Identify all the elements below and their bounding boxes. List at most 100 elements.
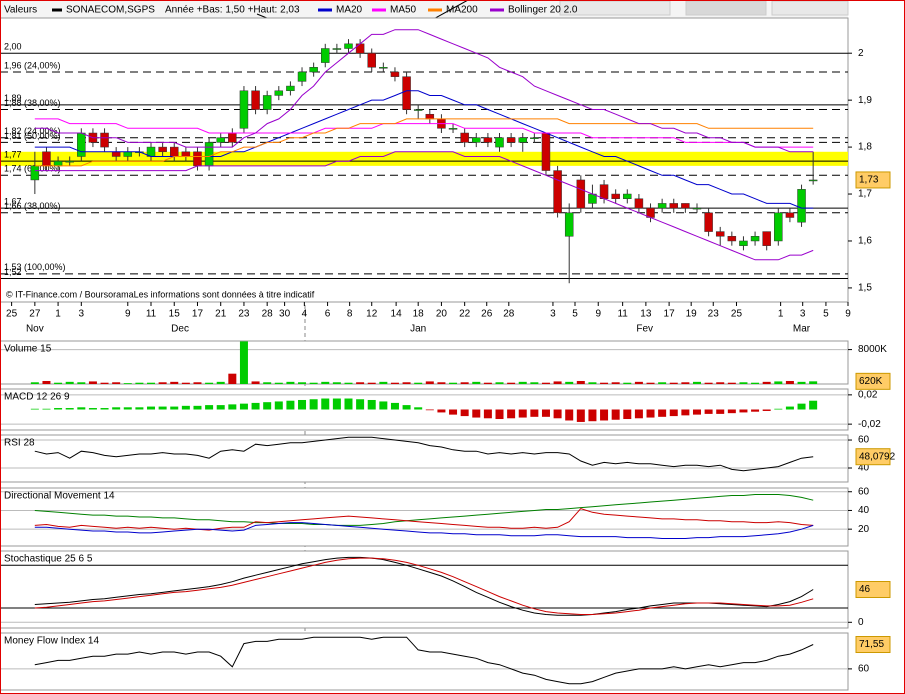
bollinger-lower (34, 151, 814, 261)
bar (739, 382, 748, 384)
bar (274, 401, 283, 410)
month-label: Nov (26, 324, 44, 335)
candle-body (611, 193, 620, 199)
x-tick-label: 5 (572, 309, 578, 320)
bar (30, 408, 39, 410)
bar (309, 382, 318, 384)
last-value-label: 48,0792 (859, 451, 896, 462)
x-tick-label: 3 (800, 309, 806, 320)
candle-body (367, 52, 376, 68)
bar (623, 409, 632, 420)
last-value-label: 1,73 (859, 175, 879, 186)
candle-body (239, 90, 249, 129)
bar (65, 381, 74, 384)
bollinger-upper (34, 29, 814, 153)
y-tick-label: 20 (858, 524, 870, 535)
bar (170, 381, 179, 384)
bar (54, 382, 63, 384)
bar (298, 399, 307, 410)
bar (518, 409, 527, 418)
toolbar-button[interactable] (685, 0, 767, 16)
bar (692, 381, 701, 384)
candle-body (681, 203, 690, 209)
bar (565, 409, 574, 421)
legend-label: Valeurs (4, 5, 37, 16)
candle-body (169, 146, 179, 157)
level-label: 1,89 (4, 93, 22, 103)
bar (402, 405, 411, 410)
bar (751, 382, 760, 384)
bar (460, 409, 469, 417)
bar (785, 406, 794, 410)
bar (321, 381, 330, 384)
candle-body (286, 85, 295, 92)
candle-body (355, 43, 365, 54)
month-label: Mar (793, 324, 811, 335)
x-tick-label: 20 (436, 309, 448, 320)
bar (762, 409, 771, 411)
bar (147, 406, 156, 410)
bar (809, 400, 818, 410)
bar (30, 382, 39, 384)
bar (762, 381, 771, 384)
bar (553, 409, 562, 419)
bar (681, 409, 690, 416)
source-note: © IT-Finance.com / BoursoramaLes informa… (6, 289, 315, 299)
x-tick-label: 5 (823, 309, 829, 320)
bar (263, 402, 272, 410)
bar (379, 381, 388, 384)
indicator-line (34, 494, 814, 526)
toolbar-button[interactable] (771, 0, 849, 16)
bar (88, 408, 97, 410)
legend-item: MA200 (446, 5, 478, 16)
x-tick-label: 26 (481, 309, 493, 320)
bar (356, 399, 365, 410)
bar (669, 409, 678, 417)
bar (483, 409, 492, 419)
bar (158, 406, 167, 410)
bar (565, 381, 574, 384)
candle-body (750, 236, 760, 242)
bar (600, 382, 609, 384)
bar (588, 382, 597, 384)
candle-body (332, 48, 342, 50)
bar (158, 382, 167, 384)
level-label: 1,77 (4, 150, 22, 160)
bar (263, 382, 272, 384)
moving-average (34, 118, 814, 167)
candle-body (193, 151, 202, 167)
candle-body (228, 132, 237, 143)
bar (274, 382, 283, 384)
legend-title: SONAECOM,SGPS (66, 5, 155, 16)
panel (0, 491, 848, 539)
bar (588, 409, 597, 422)
bar (611, 382, 620, 384)
moving-average (34, 90, 814, 209)
candle-body (669, 203, 679, 209)
y-tick-label: 1,6 (858, 236, 872, 247)
legend-item: MA50 (390, 5, 417, 16)
candle-body (321, 48, 330, 63)
bar (530, 382, 539, 384)
candle-body (297, 71, 307, 82)
bar (797, 403, 806, 410)
candle-body (657, 203, 667, 209)
bar (112, 407, 121, 410)
x-tick-label: 28 (262, 309, 274, 320)
panel-title: RSI 28 (4, 438, 35, 449)
bar (600, 409, 609, 421)
bar (425, 381, 434, 384)
candle-body (623, 193, 632, 199)
moving-average (34, 118, 814, 148)
bar (367, 382, 376, 384)
candle-body (100, 132, 109, 148)
level-label: 2,00 (4, 42, 22, 52)
candle-body (715, 231, 725, 237)
candle-body (506, 137, 516, 143)
panel-background (0, 340, 849, 385)
indicator-line (34, 436, 814, 472)
level-label: 1,52 (4, 267, 22, 277)
bar (147, 382, 156, 384)
bar (704, 409, 713, 414)
